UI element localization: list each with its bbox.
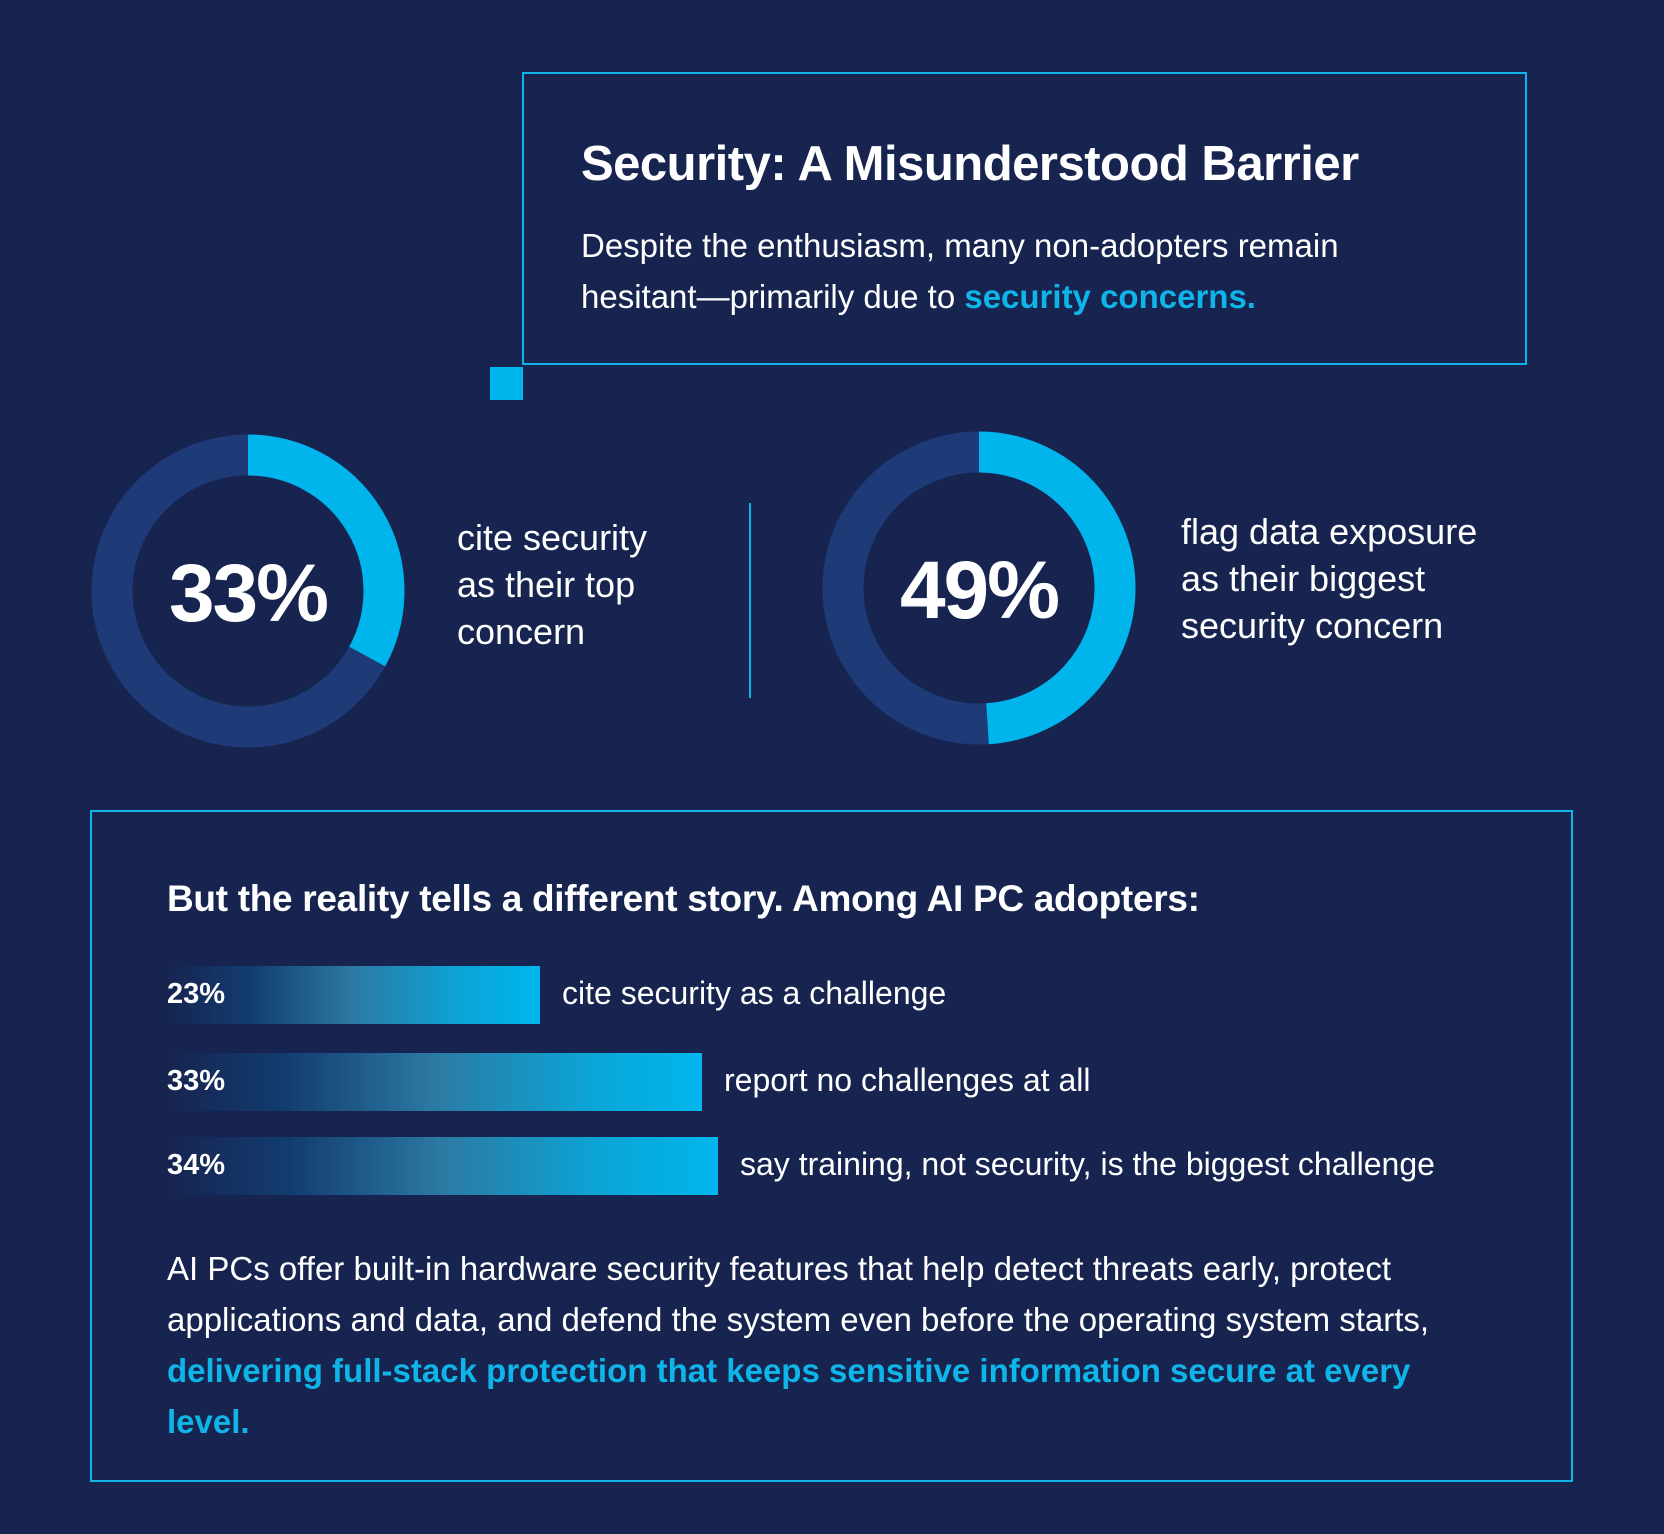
bar-category-label: say training, not security, is the bigge… bbox=[740, 1146, 1435, 1182]
bar-value-label: 23% bbox=[167, 978, 226, 1010]
vertical-divider bbox=[749, 503, 751, 698]
header-intro: Despite the enthusiasm, many non-adopter… bbox=[581, 220, 1461, 322]
page-title: Security: A Misunderstood Barrier bbox=[581, 137, 1359, 191]
bar-value-label: 33% bbox=[167, 1065, 226, 1097]
bar-category-label: cite security as a challenge bbox=[562, 975, 947, 1011]
header-intro-highlight: security concerns. bbox=[964, 278, 1256, 315]
donut-1-value: 33% bbox=[168, 548, 329, 639]
donut-2-segment bbox=[978, 431, 1136, 745]
bar bbox=[167, 1137, 718, 1195]
reality-heading: But the reality tells a different story.… bbox=[167, 878, 1200, 919]
donut-chart-2 bbox=[822, 431, 1136, 745]
bar bbox=[167, 1053, 702, 1111]
closing-highlight: delivering full-stack protection that ke… bbox=[167, 1352, 1411, 1440]
corner-accent-square bbox=[490, 367, 523, 400]
closing-paragraph: AI PCs offer built-in hardware security … bbox=[167, 1243, 1487, 1447]
closing-text: AI PCs offer built-in hardware security … bbox=[167, 1250, 1430, 1338]
bar-category-label: report no challenges at all bbox=[724, 1062, 1091, 1098]
donut-2-caption: flag data exposure as their biggest secu… bbox=[1181, 511, 1478, 646]
bar bbox=[167, 966, 540, 1024]
donut-1-caption: cite security as their top concern bbox=[457, 517, 648, 652]
donut-2-value: 49% bbox=[899, 545, 1060, 636]
donut-1-segment bbox=[247, 434, 405, 667]
bar-value-label: 34% bbox=[167, 1149, 226, 1181]
header-box bbox=[522, 72, 1527, 365]
reality-box bbox=[90, 810, 1573, 1482]
donut-chart-1 bbox=[91, 434, 405, 748]
header-intro-text: Despite the enthusiasm, many non-adopter… bbox=[581, 227, 1339, 315]
